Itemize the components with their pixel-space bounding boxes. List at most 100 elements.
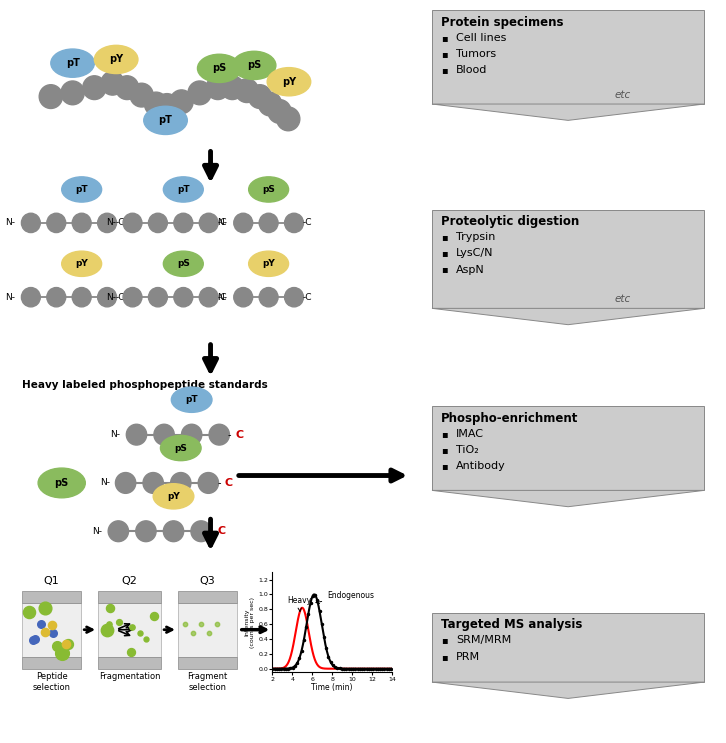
Circle shape xyxy=(149,288,167,307)
Text: pS: pS xyxy=(262,185,275,194)
Circle shape xyxy=(22,288,40,307)
Circle shape xyxy=(277,107,300,131)
Text: N-: N- xyxy=(217,218,227,227)
Text: Tumors: Tumors xyxy=(456,49,496,59)
Circle shape xyxy=(149,213,167,233)
Circle shape xyxy=(171,473,191,493)
Circle shape xyxy=(199,213,218,233)
Text: pT: pT xyxy=(65,58,80,68)
Text: pS: pS xyxy=(174,444,187,452)
Circle shape xyxy=(72,213,91,233)
Circle shape xyxy=(72,288,91,307)
Polygon shape xyxy=(432,682,704,698)
Text: ▪: ▪ xyxy=(441,652,447,661)
Circle shape xyxy=(258,92,282,116)
Point xyxy=(195,618,207,630)
Text: Q3: Q3 xyxy=(200,577,216,586)
Text: Blood: Blood xyxy=(456,65,487,75)
Point xyxy=(60,638,72,650)
Text: Heavy labeled phosphopeptide standards: Heavy labeled phosphopeptide standards xyxy=(22,380,267,390)
FancyBboxPatch shape xyxy=(432,613,704,682)
Text: pS: pS xyxy=(212,63,227,74)
Circle shape xyxy=(115,473,136,493)
Text: pY: pY xyxy=(167,492,180,501)
Ellipse shape xyxy=(248,251,288,276)
Circle shape xyxy=(174,213,193,233)
Ellipse shape xyxy=(163,251,203,276)
X-axis label: Time (min): Time (min) xyxy=(311,683,353,692)
Point xyxy=(28,634,39,646)
Text: Fragmentation: Fragmentation xyxy=(99,672,160,681)
Text: C: C xyxy=(224,478,232,488)
Circle shape xyxy=(46,213,66,233)
FancyBboxPatch shape xyxy=(22,591,81,603)
Circle shape xyxy=(46,288,66,307)
Text: Antibody: Antibody xyxy=(456,461,506,471)
Y-axis label: Intensity
(counts per sec): Intensity (counts per sec) xyxy=(245,597,256,648)
FancyBboxPatch shape xyxy=(432,10,704,104)
Circle shape xyxy=(234,213,253,233)
Text: Targeted MS analysis: Targeted MS analysis xyxy=(441,618,582,631)
Text: -: - xyxy=(228,429,232,440)
Circle shape xyxy=(174,288,193,307)
Circle shape xyxy=(123,213,142,233)
Circle shape xyxy=(234,288,253,307)
Point xyxy=(62,637,74,649)
Point xyxy=(39,602,51,614)
Point xyxy=(211,618,223,630)
Point xyxy=(35,618,46,630)
Circle shape xyxy=(39,85,62,108)
Text: ▪: ▪ xyxy=(441,635,447,645)
Text: Trypsin: Trypsin xyxy=(456,232,495,241)
FancyBboxPatch shape xyxy=(432,406,704,490)
Text: ▪: ▪ xyxy=(441,461,447,471)
Ellipse shape xyxy=(197,54,241,82)
Circle shape xyxy=(198,473,219,493)
Point xyxy=(103,619,115,631)
Circle shape xyxy=(191,521,211,542)
Circle shape xyxy=(170,90,193,114)
Text: pS: pS xyxy=(54,478,69,488)
Text: ▪: ▪ xyxy=(441,65,447,75)
Text: Phospho-enrichment: Phospho-enrichment xyxy=(441,412,578,424)
Text: -C: -C xyxy=(303,218,312,227)
Circle shape xyxy=(163,521,184,542)
Point xyxy=(104,602,115,614)
Text: pY: pY xyxy=(262,259,275,268)
FancyBboxPatch shape xyxy=(98,603,161,657)
Text: -C: -C xyxy=(116,218,126,227)
Text: PRM: PRM xyxy=(456,652,480,661)
Text: Heavy: Heavy xyxy=(287,597,311,611)
Circle shape xyxy=(115,76,139,100)
Circle shape xyxy=(22,213,40,233)
Text: pT: pT xyxy=(185,395,198,404)
Circle shape xyxy=(155,94,179,117)
Point xyxy=(101,624,113,636)
Text: -: - xyxy=(210,526,213,536)
Text: Proteolytic digestion: Proteolytic digestion xyxy=(441,215,579,227)
Circle shape xyxy=(61,81,84,105)
FancyBboxPatch shape xyxy=(98,591,161,603)
FancyBboxPatch shape xyxy=(178,603,237,657)
Text: N-: N- xyxy=(217,293,227,302)
Text: C: C xyxy=(217,526,225,536)
Circle shape xyxy=(235,79,258,103)
Point xyxy=(39,626,51,637)
Circle shape xyxy=(248,85,272,108)
Text: ▪: ▪ xyxy=(441,232,447,241)
Text: -: - xyxy=(217,478,221,488)
Text: ▪: ▪ xyxy=(441,445,447,455)
Point xyxy=(113,616,125,628)
Point xyxy=(203,627,215,639)
Text: etc: etc xyxy=(614,90,631,100)
Ellipse shape xyxy=(62,177,102,202)
Circle shape xyxy=(143,473,163,493)
Text: pY: pY xyxy=(109,54,123,65)
Point xyxy=(51,640,62,652)
Point xyxy=(148,611,160,623)
FancyBboxPatch shape xyxy=(22,603,81,657)
Point xyxy=(30,633,41,645)
Text: ▪: ▪ xyxy=(441,49,447,59)
Text: pT: pT xyxy=(158,115,173,126)
Ellipse shape xyxy=(38,468,86,498)
